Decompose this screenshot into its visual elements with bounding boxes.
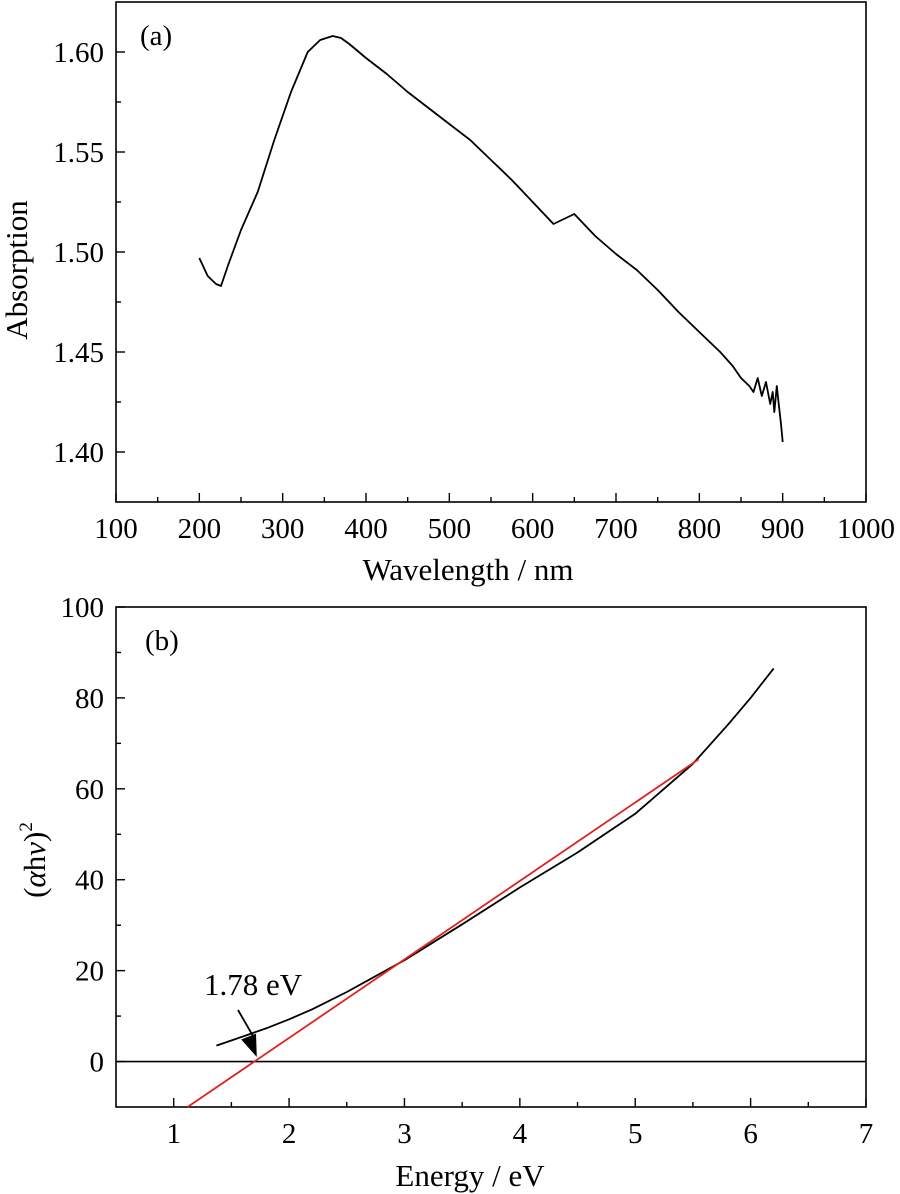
b-x-tick-label: 2 (282, 1118, 297, 1150)
b-y-tick-label: 0 (90, 1047, 105, 1079)
a-x-tick-label: 500 (428, 513, 472, 545)
y-label-superscript: 2 (16, 822, 37, 832)
b-y-tick-label: 40 (75, 865, 104, 897)
b-y-tick-label: 20 (75, 956, 104, 988)
a-y-tick-label: 1.55 (53, 137, 104, 169)
panel-b-linear-fit-line (187, 758, 700, 1108)
a-x-tick-label: 1000 (837, 513, 895, 545)
panel-a-ticks (115, 51, 867, 502)
b-y-tick-label: 60 (75, 774, 104, 806)
panel-b-bandgap-annotation: 1.78 eV (204, 967, 303, 1002)
a-x-tick-label: 900 (761, 513, 805, 545)
b-x-tick-label: 1 (166, 1118, 181, 1150)
a-y-tick-label: 1.60 (53, 37, 104, 69)
a-x-tick-label: 300 (261, 513, 305, 545)
a-y-tick-label: 1.40 (53, 437, 104, 469)
panel-b-x-tick-labels: 1 2 3 4 5 6 7 (166, 1118, 873, 1150)
panel-b-annotation-arrowhead (241, 1033, 257, 1057)
a-x-tick-label: 100 (94, 513, 138, 545)
b-x-tick-label: 7 (859, 1118, 874, 1150)
b-y-tick-label: 80 (75, 683, 104, 715)
y-label-open-paren: ( (17, 888, 52, 898)
a-y-tick-label: 1.45 (53, 337, 104, 369)
a-x-tick-label: 700 (594, 513, 638, 545)
panel-b-annotation-arrow (237, 1009, 256, 1040)
panel-b-ticks (116, 606, 867, 1107)
y-label-alpha: α (17, 871, 52, 888)
panel-a-y-axis-label: Absorption (0, 200, 34, 340)
b-x-tick-label: 4 (513, 1118, 528, 1150)
panel-b-y-axis-label: (αhv)2 (16, 822, 52, 898)
a-x-tick-label: 400 (344, 513, 388, 545)
a-x-tick-label: 800 (678, 513, 722, 545)
panel-a-plot-frame (115, 1, 867, 503)
a-y-tick-label: 1.50 (53, 237, 104, 269)
panel-a-y-tick-labels: 1.40 1.45 1.50 1.55 1.60 (53, 37, 104, 469)
panel-a-x-axis-label: Wavelength / nm (362, 552, 573, 587)
panel-b: 1 2 3 4 5 6 7 0 20 40 60 80 100 (b) 1.78 eV Energy … (16, 592, 873, 1193)
panel-a: 100 200 300 400 500 600 700 800 900 1000 1.40 1.45… (0, 1, 895, 587)
panel-a-x-tick-labels: 100 200 300 400 500 600 700 800 900 1000 (94, 513, 895, 545)
b-x-tick-label: 3 (397, 1118, 412, 1150)
panel-b-tauc-curve (216, 667, 775, 1047)
y-label-nu: v (17, 842, 52, 856)
panel-b-x-axis-label: Energy / eV (395, 1158, 545, 1193)
y-label-close-paren: ) (17, 832, 52, 842)
a-x-tick-label: 600 (511, 513, 555, 545)
panel-b-label: (b) (145, 625, 179, 657)
b-y-tick-label: 100 (61, 592, 105, 624)
y-label-h: h (17, 855, 52, 871)
panel-b-plot-frame (115, 606, 867, 1108)
panel-a-absorption-curve (198, 35, 784, 443)
panel-b-y-tick-labels: 0 20 40 60 80 100 (61, 592, 105, 1079)
panel-a-label: (a) (140, 20, 172, 52)
a-x-tick-label: 200 (178, 513, 222, 545)
b-x-tick-label: 5 (628, 1118, 643, 1150)
b-x-tick-label: 6 (743, 1118, 758, 1150)
